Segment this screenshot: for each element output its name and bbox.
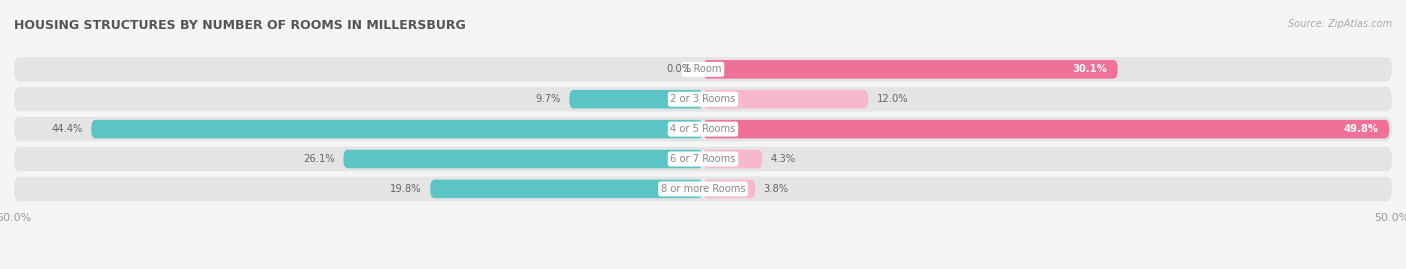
FancyBboxPatch shape [14,147,1392,171]
Text: Source: ZipAtlas.com: Source: ZipAtlas.com [1288,19,1392,29]
FancyBboxPatch shape [703,150,762,168]
Text: 49.8%: 49.8% [1343,124,1378,134]
Text: 8 or more Rooms: 8 or more Rooms [661,184,745,194]
FancyBboxPatch shape [14,87,1392,111]
Text: 19.8%: 19.8% [391,184,422,194]
Text: 4.3%: 4.3% [770,154,796,164]
FancyBboxPatch shape [343,150,703,168]
Text: 3.8%: 3.8% [763,184,789,194]
FancyBboxPatch shape [703,180,755,198]
FancyBboxPatch shape [14,177,1392,201]
Text: 6 or 7 Rooms: 6 or 7 Rooms [671,154,735,164]
FancyBboxPatch shape [14,117,1392,141]
FancyBboxPatch shape [430,180,703,198]
Text: 12.0%: 12.0% [876,94,908,104]
FancyBboxPatch shape [703,120,1389,138]
Text: 0.0%: 0.0% [666,64,692,74]
FancyBboxPatch shape [91,120,703,138]
Text: HOUSING STRUCTURES BY NUMBER OF ROOMS IN MILLERSBURG: HOUSING STRUCTURES BY NUMBER OF ROOMS IN… [14,19,465,32]
Text: 44.4%: 44.4% [52,124,83,134]
FancyBboxPatch shape [569,90,703,108]
Text: 9.7%: 9.7% [536,94,561,104]
FancyBboxPatch shape [703,60,1118,79]
FancyBboxPatch shape [703,90,869,108]
Text: 4 or 5 Rooms: 4 or 5 Rooms [671,124,735,134]
Text: 30.1%: 30.1% [1071,64,1107,74]
Text: 26.1%: 26.1% [304,154,335,164]
Text: 1 Room: 1 Room [685,64,721,74]
FancyBboxPatch shape [14,57,1392,82]
Text: 2 or 3 Rooms: 2 or 3 Rooms [671,94,735,104]
